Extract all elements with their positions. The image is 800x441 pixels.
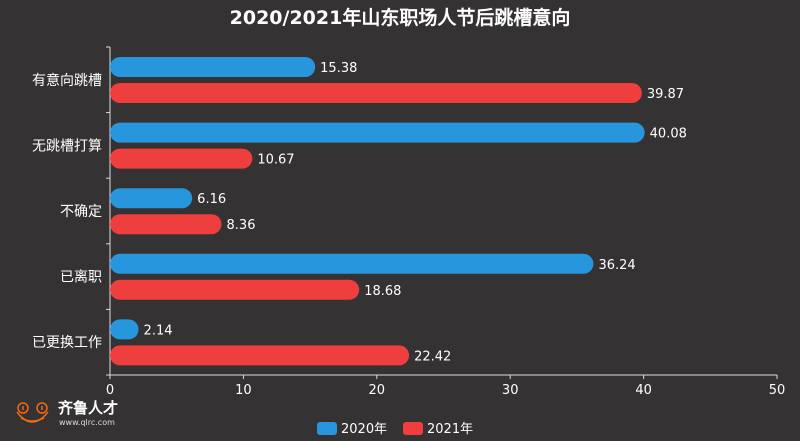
bar-2021年 xyxy=(110,83,642,103)
bar-2020年 xyxy=(110,188,193,209)
bar-2021年 xyxy=(110,279,360,300)
chart-title: 2020/2021年山东职场人节后跳槽意向 xyxy=(230,6,571,29)
category-label: 有意向跳槽 xyxy=(32,72,102,89)
legend-swatch xyxy=(403,422,423,435)
bar-2020年 xyxy=(110,57,316,77)
x-tick-label: 20 xyxy=(369,383,386,398)
x-tick-label: 30 xyxy=(502,383,519,398)
bar-2020年 xyxy=(110,122,645,143)
data-label: 22.42 xyxy=(414,349,451,364)
legend-label: 2020年 xyxy=(341,422,387,437)
data-label: 36.24 xyxy=(598,258,635,273)
logo-text: 齐鲁人才 xyxy=(58,399,118,417)
category-label: 已离职 xyxy=(60,269,102,286)
logo-url: www.qlrc.com xyxy=(59,418,115,427)
data-label: 39.87 xyxy=(647,87,684,102)
data-label: 2.14 xyxy=(144,323,173,338)
frog-logo-icon xyxy=(16,402,49,423)
category-label: 无跳槽打算 xyxy=(32,137,102,154)
data-label: 18.68 xyxy=(364,284,401,299)
x-tick-label: 50 xyxy=(769,383,786,398)
category-label: 已更换工作 xyxy=(32,334,102,351)
legend-swatch xyxy=(317,422,337,435)
data-label: 40.08 xyxy=(650,127,687,142)
x-tick-label: 0 xyxy=(106,383,114,398)
bar-2021年 xyxy=(110,148,253,169)
data-label: 8.36 xyxy=(227,218,256,233)
data-label: 10.67 xyxy=(257,153,294,168)
bar-2021年 xyxy=(110,214,222,235)
legend-label: 2021年 xyxy=(427,422,473,437)
x-tick-label: 10 xyxy=(235,383,252,398)
category-label: 不确定 xyxy=(60,204,102,220)
x-tick-label: 40 xyxy=(635,383,652,398)
data-label: 15.38 xyxy=(320,61,357,76)
bar-2020年 xyxy=(110,319,139,340)
bar-2020年 xyxy=(110,253,594,274)
data-label: 6.16 xyxy=(197,192,226,207)
bar-2021年 xyxy=(110,345,410,366)
logo: 齐鲁人才 www.qlrc.com xyxy=(16,399,118,427)
